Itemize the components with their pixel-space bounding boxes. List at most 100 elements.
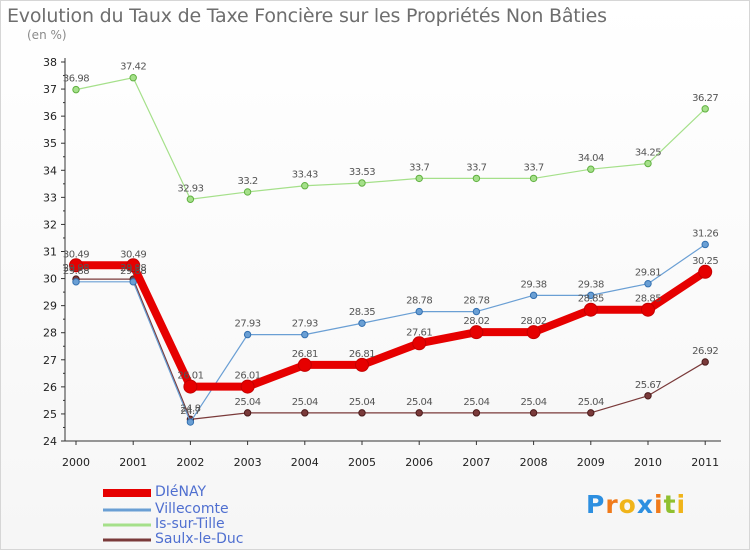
y-tick-label: 38: [43, 56, 57, 69]
data-point: [587, 291, 595, 300]
data-label: 29.88: [120, 266, 146, 277]
data-label: 33.53: [349, 167, 375, 178]
data-point: [644, 159, 652, 168]
y-tick-label: 29: [43, 300, 57, 313]
data-point: [129, 74, 137, 82]
legend-label-3: Saulx-le-Duc: [155, 531, 244, 547]
logo-letter: o: [618, 490, 637, 519]
x-tick-label: 2005: [348, 456, 376, 469]
data-label: 29.38: [578, 279, 604, 290]
data-point: [701, 240, 709, 249]
data-point: [644, 392, 652, 400]
data-label: 33.7: [466, 162, 486, 173]
data-label: 30.25: [692, 256, 718, 267]
data-label: 26.01: [177, 371, 203, 382]
data-label: 25.04: [463, 397, 489, 408]
y-tick-label: 25: [43, 408, 57, 421]
logo-letter: i: [676, 490, 687, 519]
data-label: 28.85: [578, 294, 604, 305]
data-point: [243, 409, 252, 417]
data-point: [69, 258, 83, 273]
x-tick-label: 2011: [691, 456, 719, 469]
data-label: 24.8: [180, 403, 200, 414]
y-tick-label: 34: [43, 164, 57, 177]
data-label: 29.38: [521, 279, 547, 290]
x-tick-label: 2006: [405, 456, 433, 469]
y-tick-label: 32: [43, 218, 57, 231]
data-point: [472, 174, 481, 183]
chart-axes: 24 25 26 27 28 29 30 31 32 33 34 35 36 37 38 2000 2001 20…: [43, 56, 721, 542]
data-point: [587, 409, 595, 417]
y-tick-label: 24: [43, 435, 57, 448]
data-point: [358, 179, 366, 187]
y-tick-label: 36: [43, 110, 57, 123]
data-label: 33.43: [292, 170, 318, 181]
data-point: [243, 330, 252, 339]
series-line-2: [75, 77, 706, 200]
data-labels-layer: 30.49 30.49 26.01 26.01 26.81 26.81 27.61 28.02…: [63, 62, 719, 417]
series-layer: [69, 74, 713, 426]
data-point: [529, 409, 538, 417]
data-point: [240, 379, 255, 394]
data-label: 29.88: [63, 266, 89, 277]
chart-subtitle: (en %): [27, 28, 67, 42]
series-line-3: [76, 278, 706, 420]
data-label: 29.98: [63, 263, 89, 274]
data-point: [297, 357, 312, 372]
data-point: [415, 409, 423, 417]
y-tick-label: 31: [43, 246, 57, 259]
data-point: [243, 188, 252, 196]
x-tick-label: 2003: [234, 456, 262, 469]
data-label: 27.93: [292, 319, 318, 330]
data-point: [412, 336, 427, 351]
logo-letter: i: [654, 490, 664, 519]
x-tick-label: 2001: [119, 456, 147, 469]
data-point: [358, 319, 366, 327]
data-point: [469, 325, 484, 340]
logo-letter: t: [663, 490, 677, 519]
data-label: 25.04: [235, 397, 261, 408]
data-point: [415, 307, 423, 316]
data-point: [72, 85, 80, 94]
data-point: [183, 379, 198, 394]
x-tick-label: 2000: [62, 456, 90, 469]
data-point: [358, 409, 366, 417]
data-label: 33.7: [409, 162, 429, 173]
x-tick-label: 2002: [176, 456, 204, 469]
data-label: 25.04: [578, 397, 604, 408]
data-label: 34.04: [578, 153, 604, 164]
data-label: 29.81: [635, 268, 661, 279]
logo-letter: x: [636, 490, 654, 519]
data-label: 27.61: [406, 327, 432, 338]
data-label: 26.01: [235, 371, 261, 382]
data-label: 36.98: [63, 74, 89, 85]
data-label: 28.02: [521, 316, 547, 327]
data-point: [415, 174, 423, 183]
data-point: [301, 182, 309, 190]
legend-label-1: Villecomte: [155, 501, 229, 517]
x-tick-label: 2004: [291, 456, 319, 469]
data-label: 28.35: [349, 307, 375, 318]
data-point: [526, 325, 541, 340]
data-label: 29.98: [120, 263, 146, 274]
data-point: [587, 165, 595, 173]
data-label: 30.49: [120, 249, 146, 260]
data-label: 36.27: [692, 93, 718, 104]
data-label: 25.67: [635, 380, 661, 391]
legend-label-0: DIéNAY: [155, 484, 207, 500]
y-tick-label: 37: [43, 83, 57, 96]
series-line-0: [76, 261, 708, 391]
data-label: 30.49: [63, 249, 89, 260]
data-label: 25.04: [406, 397, 432, 408]
data-point: [301, 409, 309, 417]
data-point: [129, 278, 137, 286]
data-label: 28.02: [463, 316, 489, 327]
data-point: [529, 291, 538, 300]
data-label: 28.78: [406, 296, 432, 307]
data-label: 32.93: [177, 183, 203, 194]
data-point: [186, 418, 195, 426]
logo-letter: P: [586, 490, 606, 519]
data-point: [126, 258, 141, 273]
data-label: 26.81: [292, 349, 318, 360]
